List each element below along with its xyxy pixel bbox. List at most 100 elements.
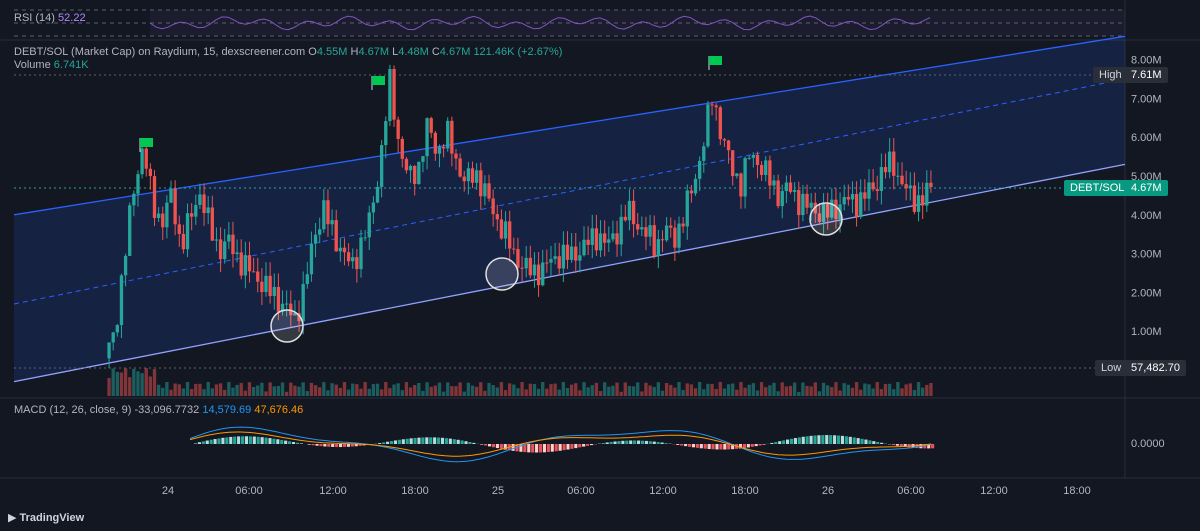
candle-body [437,146,442,154]
volume-bar [128,377,132,396]
candle-body [235,252,239,255]
candle-body [809,202,813,208]
macd-histogram-bar [813,435,817,444]
volume-bar [607,386,611,396]
candle-body [817,213,822,222]
volume-bar [194,383,198,396]
candle-body [854,193,859,217]
macd-histogram-bar [205,440,209,444]
macd-histogram-bar [801,436,805,444]
candle-body [301,284,305,322]
candle-body [367,212,371,238]
candle-body [272,286,276,297]
macd-histogram-bar [350,444,354,447]
volume-bar [590,385,594,396]
candle-body [123,255,128,276]
candle-body [313,234,318,244]
macd-histogram-bar [699,444,703,449]
high-tag-value: 7.61M [1125,67,1168,83]
volume-bar [809,386,813,396]
macd-histogram-bar [339,444,343,448]
volume-bar [235,384,239,396]
candle-body [780,191,784,207]
volume-bar [289,382,293,396]
volume-bar [169,389,173,396]
volume-bar [508,383,512,396]
volume-label: Volume [14,59,51,71]
macd-histogram-bar [405,438,409,444]
candle-body [318,229,322,235]
candle-body [916,195,921,212]
volume-bar [912,389,917,396]
macd-histogram-bar [311,444,315,446]
volume-bar [735,389,739,396]
candle-body [239,252,243,276]
volume-bar [280,382,285,396]
macd-histogram-bar [260,437,264,444]
volume-bar [346,389,351,396]
volume-bar [768,385,772,396]
macd-histogram-bar [229,436,233,444]
candle-body [846,196,850,200]
volume-bar [309,382,314,396]
macd-histogram-bar [727,444,731,450]
macd-histogram-bar [586,444,590,446]
x-tick-label: 26 [822,485,834,497]
candle-body [697,160,702,179]
volume-bar [722,388,727,396]
candle-body [788,182,793,192]
macd-histogram-bar [570,444,574,449]
volume-bar [921,387,925,396]
tradingview-brand[interactable]: ▶ TradingView [8,511,84,524]
volume-bar [140,373,144,396]
volume-bar [859,389,863,396]
x-tick-label: 06:00 [235,485,263,497]
macd-histogram-bar [562,444,566,451]
y-tick-label: 4.00M [1131,210,1162,222]
volume-bar [503,390,508,396]
volume-bar [152,369,157,396]
macd-histogram-bar [793,438,797,444]
macd-histogram-bar [484,444,488,446]
volume-bar [247,382,252,396]
tradingview-logo-icon: ▶ [8,512,17,524]
macd-histogram-bar [401,439,405,444]
candle-body [115,325,119,333]
volume-bar [293,385,297,396]
volume-bar [334,384,338,396]
volume-bar [565,387,570,396]
candle-body [462,176,466,182]
macd-histogram-bar [425,437,429,444]
macd-signal-value: 14,579.69 [202,404,252,416]
volume-bar [693,388,698,396]
volume-bar [355,384,359,396]
macd-histogram-bar [433,437,437,444]
low-tag-value: 57,482.70 [1125,360,1186,376]
candle-body [801,193,805,216]
symbol-title[interactable]: DEBT/SOL (Market Cap) on Raydium, 15, de… [14,46,306,58]
volume-bar [830,387,834,396]
macd-histogram-bar [197,442,201,444]
volume-bar [218,383,223,396]
volume-value: 6.741K [53,59,89,71]
volume-bar [644,382,648,396]
macd-histogram-bar [554,444,558,452]
candle-body [421,156,425,162]
candle-body [664,225,669,241]
macd-histogram-bar [382,442,386,444]
volume-bar [759,382,764,396]
macd-histogram-bar [617,441,621,444]
candle-body [214,239,219,241]
candle-body [194,205,198,217]
candle-body [574,246,578,261]
candle-body [441,146,446,149]
macd-histogram-bar [738,444,743,449]
candle-body [875,189,879,191]
volume-bar [549,384,553,396]
macd-histogram-bar [856,438,860,444]
candle-body [479,170,483,197]
macd-histogram-bar [280,439,284,444]
macd-histogram-bar [848,436,852,444]
volume-bar [388,388,392,396]
